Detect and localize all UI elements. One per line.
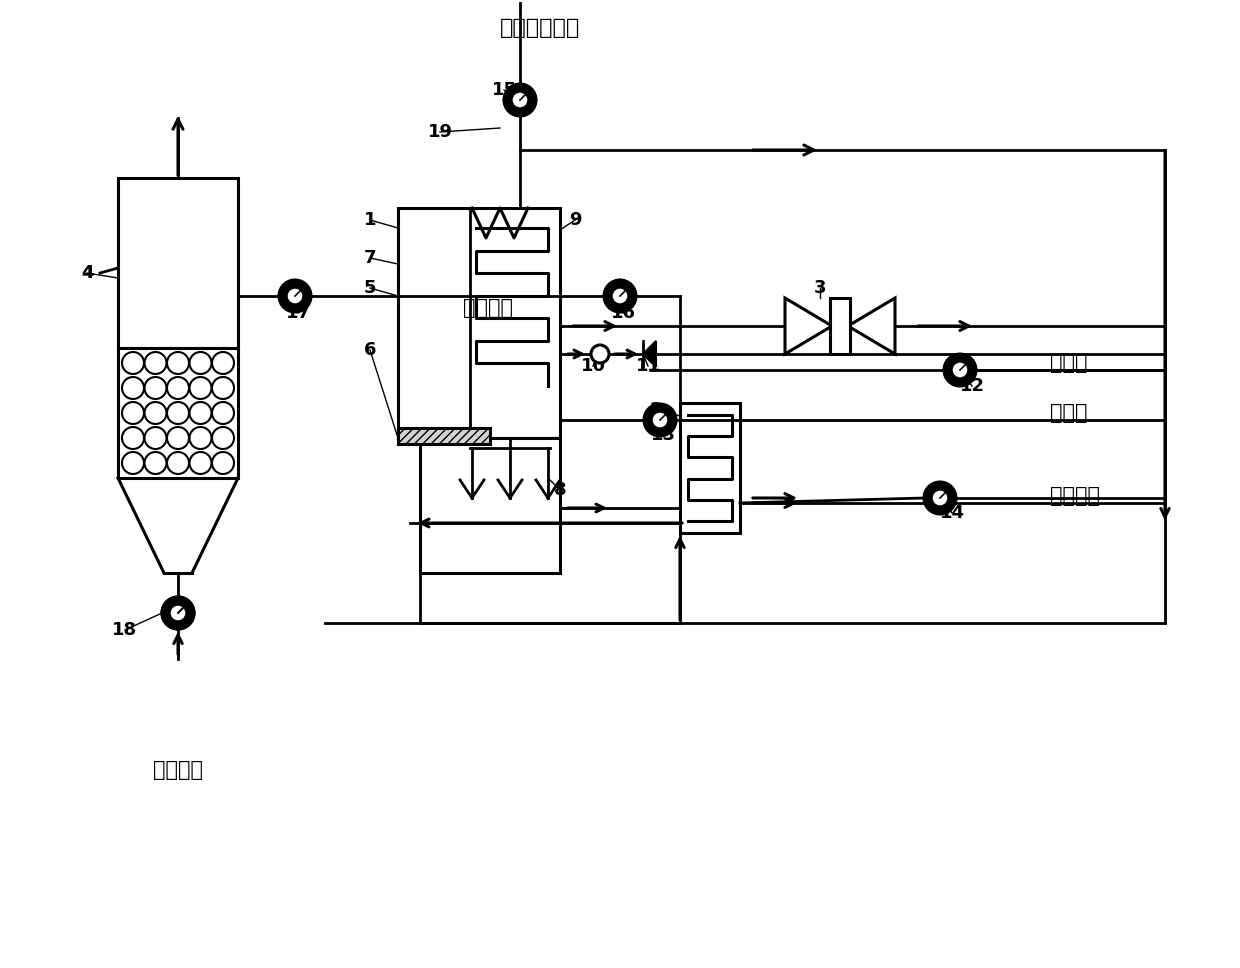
Circle shape — [145, 427, 166, 449]
Circle shape — [212, 352, 234, 374]
Circle shape — [145, 377, 166, 399]
Circle shape — [145, 352, 166, 374]
Circle shape — [145, 402, 166, 424]
Circle shape — [162, 597, 193, 629]
Circle shape — [170, 605, 186, 621]
Circle shape — [167, 427, 188, 449]
Circle shape — [167, 352, 188, 374]
Text: 3: 3 — [813, 279, 826, 297]
Circle shape — [122, 427, 144, 449]
Polygon shape — [785, 298, 832, 354]
Bar — [118, 348, 238, 478]
Circle shape — [190, 427, 212, 449]
Circle shape — [212, 377, 234, 399]
Circle shape — [652, 412, 668, 428]
Text: 14: 14 — [940, 504, 965, 522]
Circle shape — [167, 452, 188, 474]
Text: 1: 1 — [363, 211, 376, 229]
Text: 11: 11 — [635, 357, 661, 375]
Circle shape — [190, 402, 212, 424]
Circle shape — [122, 452, 144, 474]
Text: 4: 4 — [81, 264, 93, 282]
Text: 9: 9 — [569, 211, 582, 229]
Text: 18: 18 — [113, 621, 138, 639]
Text: 凝结水: 凝结水 — [1050, 403, 1087, 423]
Circle shape — [122, 402, 144, 424]
Circle shape — [190, 452, 212, 474]
Polygon shape — [848, 298, 895, 354]
Circle shape — [644, 404, 676, 436]
Text: 6: 6 — [363, 341, 376, 359]
Circle shape — [924, 482, 956, 514]
Text: 17: 17 — [285, 304, 310, 322]
Text: 8: 8 — [554, 481, 567, 499]
Circle shape — [162, 597, 193, 629]
Text: 冷却水: 冷却水 — [1050, 353, 1087, 373]
Text: 浓缩废水: 浓缩废水 — [463, 298, 513, 318]
Bar — [398, 428, 490, 444]
Bar — [830, 298, 849, 354]
Circle shape — [591, 345, 609, 363]
Text: 4: 4 — [81, 264, 93, 282]
Circle shape — [286, 288, 303, 304]
Text: 19: 19 — [428, 123, 453, 141]
Text: 13: 13 — [651, 426, 676, 444]
Circle shape — [279, 280, 311, 312]
Circle shape — [952, 362, 968, 378]
Circle shape — [145, 452, 166, 474]
Text: 5: 5 — [363, 279, 376, 297]
Circle shape — [212, 402, 234, 424]
Bar — [680, 403, 740, 533]
Text: 15: 15 — [491, 81, 517, 99]
Bar — [398, 208, 560, 438]
Circle shape — [190, 377, 212, 399]
Text: 循环热水: 循环热水 — [1050, 486, 1100, 506]
Circle shape — [944, 354, 976, 386]
Polygon shape — [644, 341, 656, 367]
Bar — [118, 178, 238, 348]
Circle shape — [170, 605, 186, 621]
Circle shape — [613, 288, 627, 304]
Text: 含盐工业废水: 含盐工业废水 — [500, 18, 580, 38]
Text: 7: 7 — [363, 249, 376, 267]
Circle shape — [122, 352, 144, 374]
Circle shape — [122, 377, 144, 399]
Text: 16: 16 — [610, 304, 635, 322]
Text: 12: 12 — [960, 377, 985, 395]
Circle shape — [604, 280, 636, 312]
Circle shape — [167, 402, 188, 424]
Text: 2: 2 — [650, 401, 662, 419]
Circle shape — [190, 352, 212, 374]
Circle shape — [167, 377, 188, 399]
Text: 热流化风: 热流化风 — [153, 760, 203, 780]
Bar — [420, 438, 560, 573]
Circle shape — [212, 427, 234, 449]
Circle shape — [512, 92, 528, 108]
Circle shape — [212, 452, 234, 474]
Text: 10: 10 — [580, 357, 605, 375]
Circle shape — [932, 490, 949, 506]
Circle shape — [503, 84, 536, 116]
